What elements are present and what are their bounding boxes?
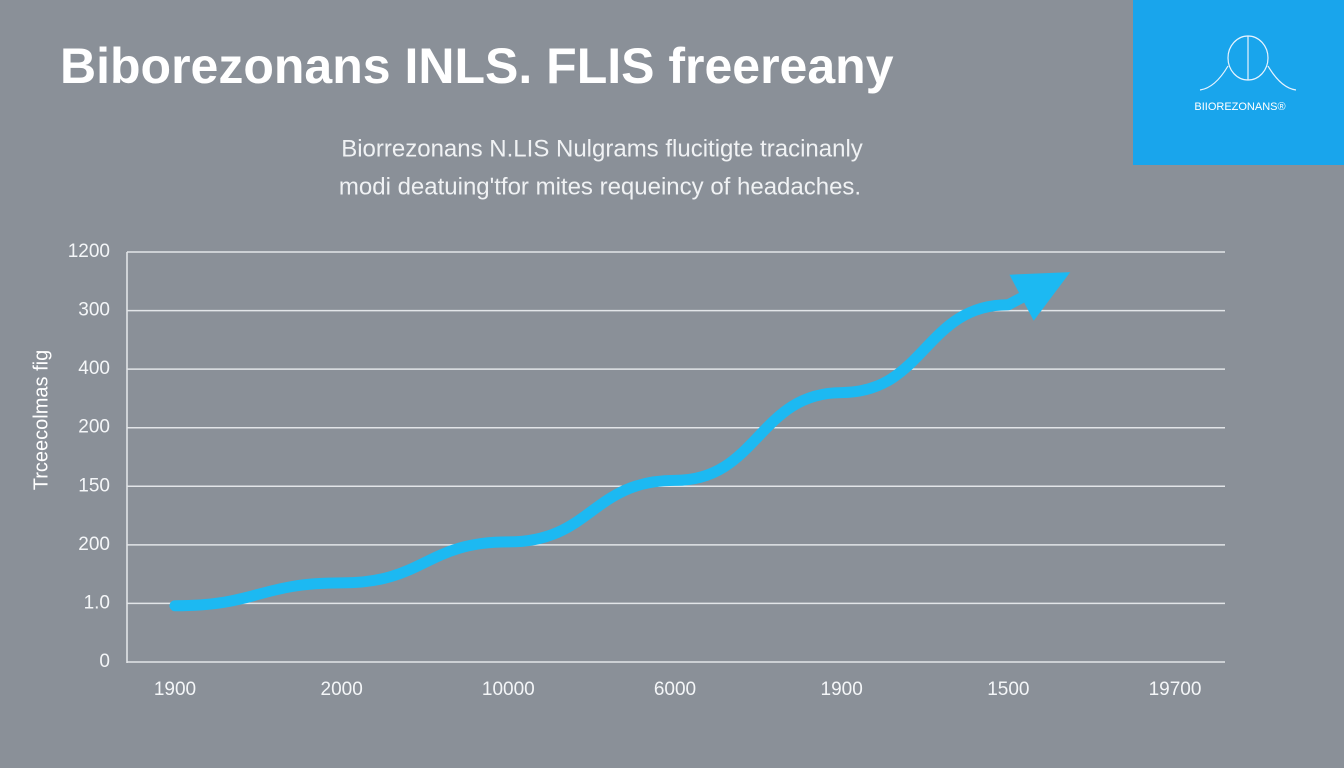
x-tick-label: 1500 [987,679,1029,700]
logo-icon [1199,35,1297,91]
y-tick-label: 300 [78,300,110,321]
logo-text: BIIOREZONANS® [1194,101,1285,113]
y-tick-label: 200 [78,417,110,438]
y-tick-label: 0 [99,651,110,672]
subtitle: Biorrezonans N.LIS Nulgrams flucitigte t… [341,135,863,162]
subtitle: modi deatuingʹtfor mites requeincy of he… [339,173,861,200]
trend-line [169,299,1014,612]
y-tick-label: 200 [78,534,110,555]
y-axis-label: Trceecolmas fig [30,350,52,490]
x-tick-label: 19700 [1149,679,1202,700]
y-tick-label: 150 [78,475,110,496]
y-tick-label: 400 [78,358,110,379]
x-tick-label: 1900 [154,679,196,700]
x-tick-label: 10000 [482,679,535,700]
arrow-head [1009,272,1071,321]
y-tick-label: 1200 [68,241,110,262]
x-tick-label: 2000 [321,679,363,700]
y-tick-label: 1.0 [84,592,110,613]
logo-box [1133,0,1344,165]
x-tick-label: 6000 [654,679,696,700]
chart-title: Biborezonans INLS. FLIS freereany [60,38,894,94]
x-tick-label: 1900 [821,679,863,700]
